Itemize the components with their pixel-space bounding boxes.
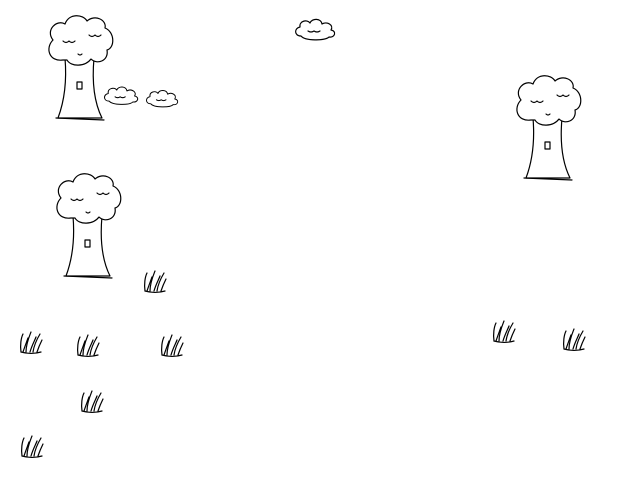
grass-tuft-icon <box>161 334 184 358</box>
tree-icon <box>516 75 582 181</box>
cloud-icon <box>146 90 179 108</box>
grass-tuft-icon <box>81 390 104 414</box>
grass-tuft-icon <box>144 270 167 294</box>
tree-icon <box>48 15 114 121</box>
cloud-icon <box>104 86 139 105</box>
grass-tuft-icon <box>77 334 100 358</box>
tree-icon <box>56 173 122 279</box>
grass-tuft-icon <box>493 320 516 344</box>
grass-tuft-icon <box>563 328 586 352</box>
cloud-icon <box>295 18 336 41</box>
grass-tuft-icon <box>20 331 43 355</box>
grass-tuft-icon <box>21 435 44 459</box>
